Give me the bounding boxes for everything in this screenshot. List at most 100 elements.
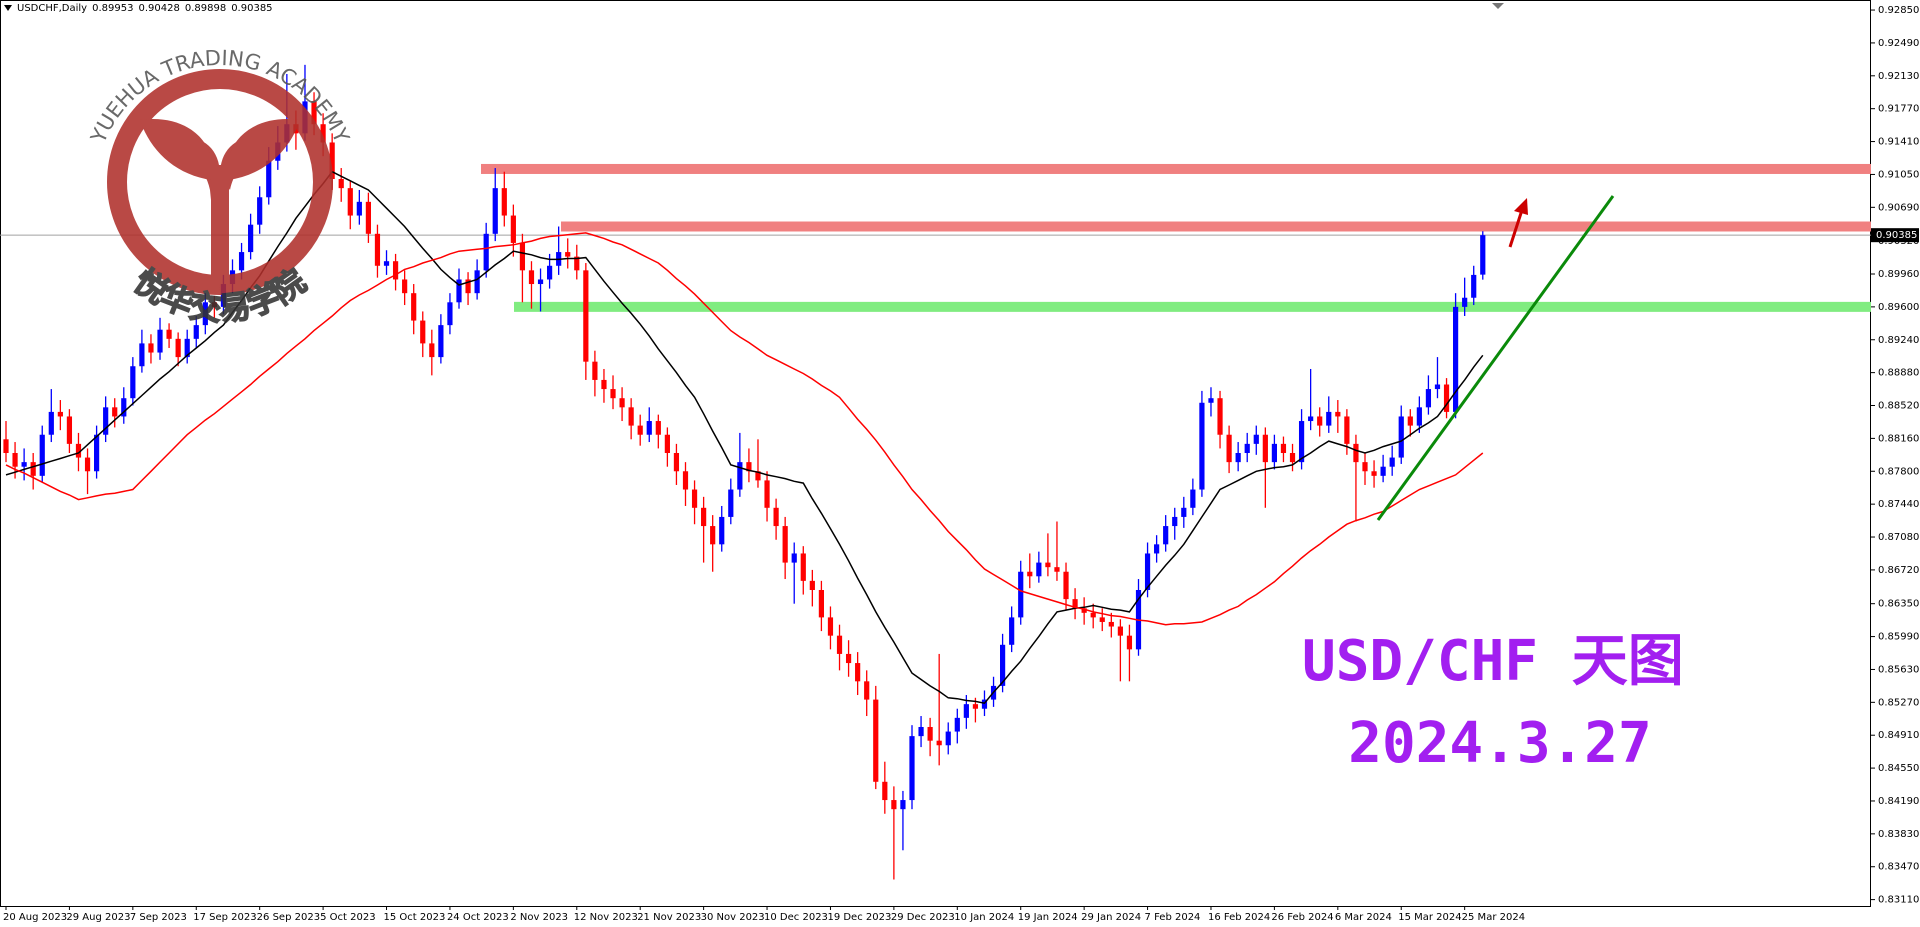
y-tick-label: 0.91770	[1878, 104, 1919, 115]
annotation-title: USD/CHF 天图	[1302, 629, 1684, 694]
y-tick-label: 0.91410	[1878, 137, 1919, 148]
candle-body	[248, 224, 254, 253]
candle-body	[1353, 443, 1359, 463]
candle-body	[1181, 507, 1187, 517]
candle-body	[954, 717, 960, 732]
y-tick-label: 0.85990	[1878, 632, 1919, 643]
candle-body	[619, 398, 625, 408]
candle-body	[537, 279, 544, 285]
candle-body	[1262, 434, 1268, 463]
candle-body	[1398, 416, 1404, 458]
x-tick-label: 2 Nov 2023	[510, 912, 568, 923]
candle-body	[691, 489, 698, 508]
candle-body	[918, 726, 924, 737]
candle-body	[1244, 443, 1250, 453]
candle-body	[211, 302, 217, 307]
y-tick-label: 0.92850	[1878, 5, 1919, 16]
candle-body	[1380, 466, 1386, 476]
candle-body	[1416, 407, 1422, 426]
y-tick-label: 0.87800	[1878, 466, 1919, 477]
candle-body	[873, 699, 879, 782]
candle-body	[791, 553, 797, 563]
candle-body	[166, 329, 172, 339]
y-tick-label: 0.87440	[1878, 499, 1919, 510]
candle-body	[1090, 612, 1096, 618]
y-tick-label: 0.88160	[1878, 433, 1919, 444]
candle-body	[1389, 457, 1395, 467]
candle-body	[1072, 599, 1078, 609]
chart-header: USDCHF,Daily 0.89953 0.90428 0.89898 0.90385	[4, 3, 278, 14]
y-tick-label: 0.84550	[1878, 763, 1919, 774]
candle-body	[1480, 235, 1486, 275]
candle-body	[501, 188, 507, 216]
candle-body	[891, 800, 897, 810]
x-tick-label: 21 Nov 2023	[637, 912, 701, 923]
candle-body	[936, 740, 942, 746]
candle-body	[1407, 416, 1413, 426]
candle-body	[465, 279, 471, 294]
arrow-head	[1514, 198, 1528, 215]
candle-body	[1434, 384, 1441, 390]
candle-body	[646, 421, 652, 435]
level-zone	[481, 163, 1871, 174]
candle-body	[1190, 489, 1196, 508]
axes: 0.92850 0.92490 0.92130 0.91770 0.91410 0.910…	[3, 5, 1919, 923]
x-tick-label: 26 Sep 2023	[257, 912, 320, 923]
candle-body	[728, 489, 734, 517]
candle-body	[75, 443, 82, 458]
candle-body	[175, 338, 181, 358]
candle-body	[356, 201, 362, 216]
candle-body	[257, 197, 263, 225]
scroll-marker	[1492, 3, 1504, 9]
y-tick-label: 0.83110	[1878, 895, 1919, 906]
candle-body	[1163, 526, 1169, 545]
candle-body	[1045, 562, 1051, 568]
price-box	[1871, 228, 1919, 243]
y-tick-label: 0.90690	[1878, 202, 1919, 213]
candle-body	[809, 580, 815, 590]
y-tick-label: 0.83830	[1878, 829, 1919, 840]
candle-body	[637, 425, 643, 435]
candle-body	[1326, 411, 1332, 426]
candle-body	[392, 261, 399, 280]
candle-body	[1108, 621, 1114, 627]
candle-body	[1280, 443, 1287, 453]
candle-body	[1253, 434, 1259, 444]
y-tick-label: 0.89960	[1878, 269, 1919, 280]
candle-body	[1344, 416, 1350, 444]
candle-body	[719, 516, 725, 545]
candle-body	[574, 256, 580, 271]
candle-body	[374, 233, 381, 266]
candle-body	[238, 252, 245, 271]
y-tick-label: 0.92490	[1878, 38, 1919, 49]
candle-body	[1462, 297, 1468, 307]
candle-body	[1036, 562, 1042, 577]
candle-body	[927, 726, 933, 741]
y-tick-label: 0.89240	[1878, 335, 1919, 346]
y-tick-label: 0.86720	[1878, 565, 1919, 576]
candle-body	[148, 343, 154, 353]
candle-body	[1371, 471, 1377, 476]
candle-body	[48, 411, 54, 435]
candle-body	[1217, 398, 1223, 435]
candle-body	[184, 338, 190, 358]
menu-triangle	[4, 5, 12, 11]
candles	[3, 64, 1486, 880]
candle-body	[610, 389, 616, 399]
ma-line	[5, 232, 1484, 626]
candle-body	[3, 439, 9, 453]
y-tick-label: 0.92130	[1878, 71, 1919, 82]
candle-body	[365, 201, 371, 234]
candle-body	[112, 407, 118, 417]
candle-body	[628, 407, 634, 426]
arrow-shaft	[1508, 209, 1524, 248]
candle-body	[1000, 644, 1006, 686]
candle-body	[1289, 453, 1296, 463]
candle-body	[1271, 443, 1277, 463]
close-value: 0.90385	[231, 3, 273, 14]
candle-body	[664, 434, 670, 453]
candle-body	[66, 416, 73, 444]
candle-body	[1117, 626, 1123, 636]
candle-body	[592, 361, 598, 380]
candle-body	[411, 293, 417, 321]
